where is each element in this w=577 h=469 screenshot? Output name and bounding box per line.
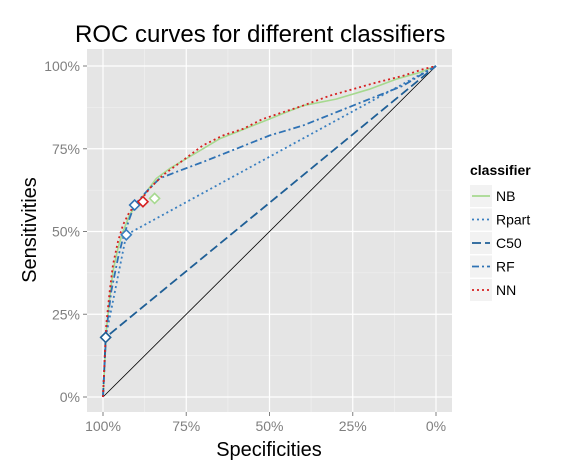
threshold-marker-rf	[128, 198, 141, 212]
legend-label: Rpart	[496, 212, 530, 228]
x-tick-label: 25%	[339, 418, 367, 434]
legend-key-bg	[470, 255, 492, 278]
reference-diagonal	[102, 65, 437, 398]
legend-key-bg	[470, 279, 492, 301]
x-tick-label: 75%	[172, 418, 200, 434]
series-line-nn	[102, 65, 437, 398]
legend-title: classifier	[470, 162, 531, 178]
x-tick-label: 0%	[426, 418, 446, 434]
grid-major	[87, 49, 452, 412]
legend-label: C50	[496, 235, 522, 251]
threshold-marker-c50	[99, 331, 112, 344]
y-tick-label: 100%	[44, 58, 80, 74]
legend-key-bg	[470, 208, 492, 231]
x-axis: 100% 75% 50% 25% 0%	[85, 412, 446, 434]
x-tick-label: 100%	[85, 418, 121, 434]
series-line-rpart	[102, 65, 437, 398]
y-axis: 0% 25% 50% 75% 100%	[44, 58, 87, 405]
y-tick-label: 50%	[52, 224, 80, 240]
x-tick-label: 50%	[255, 418, 283, 434]
chart-title: ROC curves for different classifiers	[75, 21, 445, 48]
threshold-marker-nn	[136, 195, 150, 208]
y-tick-label: 75%	[52, 141, 80, 157]
x-axis-title: Specificities	[216, 439, 322, 461]
threshold-marker-nb	[148, 192, 161, 205]
threshold-marker-rpart	[120, 228, 133, 241]
plot-area	[99, 65, 437, 398]
legend-label: NB	[496, 188, 515, 204]
y-tick-label: 0%	[60, 389, 80, 405]
y-tick-label: 25%	[52, 306, 80, 322]
legend-label: RF	[496, 259, 515, 275]
series-line-rf	[102, 65, 437, 398]
y-axis-title: Sensitivities	[19, 177, 41, 283]
legend: classifier NB Rpart C50 RF NN	[470, 162, 531, 301]
legend-label: NN	[496, 282, 516, 298]
